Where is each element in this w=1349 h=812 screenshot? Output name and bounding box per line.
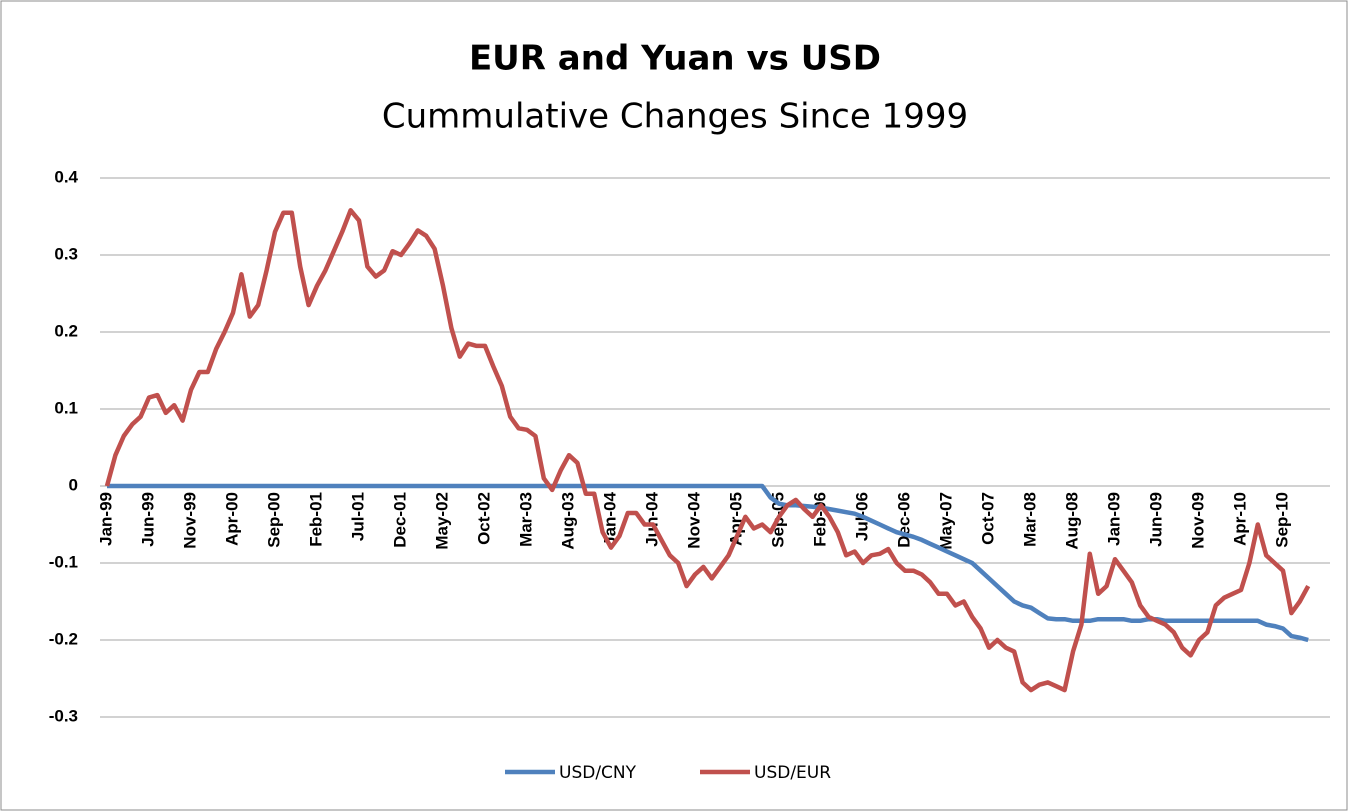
legend-label: USD/CNY xyxy=(559,763,637,783)
x-tick-label: Oct-07 xyxy=(978,492,997,545)
x-tick-label: Aug-03 xyxy=(558,492,577,550)
x-tick-label: Feb-06 xyxy=(810,492,829,547)
x-tick-label: Jun-99 xyxy=(138,492,157,547)
x-tick-label: Jun-09 xyxy=(1146,492,1165,547)
y-tick-label: -0.2 xyxy=(49,629,78,648)
x-tick-label: Mar-03 xyxy=(516,492,535,547)
x-tick-label: Feb-01 xyxy=(306,492,325,547)
series-line xyxy=(104,208,1311,693)
x-tick-label: Nov-09 xyxy=(1188,492,1207,549)
x-tick-label: Nov-99 xyxy=(180,492,199,549)
x-tick-label: Jul-01 xyxy=(348,492,367,541)
y-tick-label: 0.4 xyxy=(54,167,78,186)
x-tick-label: Mar-08 xyxy=(1020,492,1039,547)
x-tick-label: Oct-02 xyxy=(474,492,493,545)
x-tick-label: May-02 xyxy=(432,492,451,550)
x-tick-label: Aug-08 xyxy=(1062,492,1081,550)
x-tick-label: May-07 xyxy=(936,492,955,550)
y-tick-label: -0.3 xyxy=(49,706,78,725)
y-tick-label: 0 xyxy=(69,475,78,494)
y-tick-label: 0.2 xyxy=(54,321,78,340)
chart-subtitle: Cummulative Changes Since 1999 xyxy=(382,97,968,137)
x-tick-label: Nov-04 xyxy=(684,491,703,548)
x-tick-label: Dec-01 xyxy=(390,492,409,548)
y-tick-label: 0.1 xyxy=(54,398,78,417)
x-tick-label: Sep-00 xyxy=(264,492,283,548)
series-line xyxy=(107,483,1309,643)
x-tick-label: Apr-00 xyxy=(222,492,241,546)
x-tick-label: Sep-10 xyxy=(1272,492,1291,548)
x-tick-label: Jan-99 xyxy=(96,492,115,546)
chart-title: EUR and Yuan vs USD xyxy=(469,39,881,79)
legend-label: USD/EUR xyxy=(754,763,831,783)
y-tick-label: 0.3 xyxy=(54,244,78,263)
x-tick-label: Dec-06 xyxy=(894,492,913,548)
y-tick-label: -0.1 xyxy=(49,552,78,571)
x-tick-label: Apr-10 xyxy=(1230,492,1249,546)
x-tick-label: Jan-04 xyxy=(600,491,619,545)
x-tick-label: Jan-09 xyxy=(1104,492,1123,546)
